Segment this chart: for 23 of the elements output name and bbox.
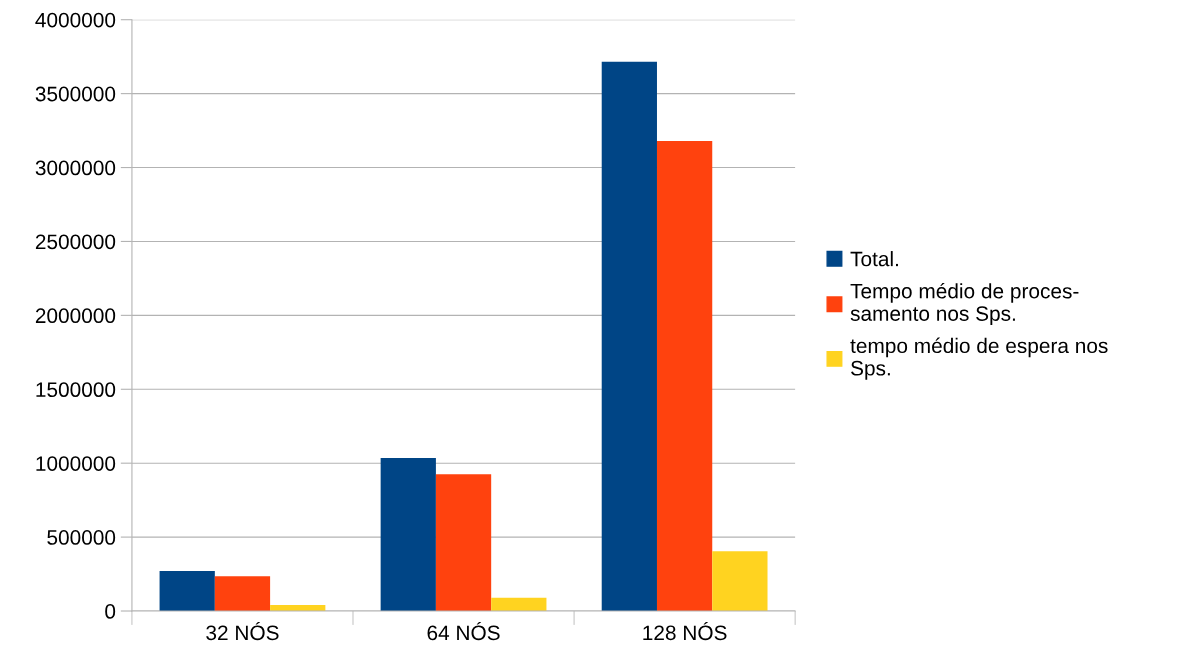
legend-label: Total. — [850, 251, 898, 267]
bar — [491, 597, 547, 612]
bar — [656, 140, 713, 612]
bar — [159, 571, 215, 612]
bar — [214, 576, 271, 612]
x-tick-label: 32 NÓS — [206, 621, 279, 641]
y-tick-label: 4000000 — [35, 12, 116, 28]
y-tick-label: 500000 — [47, 530, 116, 545]
bar — [380, 458, 436, 612]
legend-label: Tempo médio de proces- samento nos Sps. — [850, 282, 1079, 326]
bar — [601, 61, 657, 612]
y-tick-label: 3000000 — [35, 160, 116, 176]
y-tick-label: 2500000 — [35, 234, 116, 250]
y-tick-label: 0 — [105, 604, 116, 619]
y-tick-label: 1000000 — [36, 456, 116, 471]
y-tick-label: 3500000 — [35, 86, 116, 102]
bar — [435, 474, 492, 612]
y-tick-label: 1500000 — [36, 382, 116, 398]
x-tick-label: 64 NÓS — [427, 621, 500, 641]
bar — [712, 551, 768, 612]
y-tick-label: 2000000 — [35, 308, 116, 324]
legend-label: tempo médio de espera nos Sps. — [850, 337, 1108, 380]
x-tick-label: 128 NÓS — [643, 621, 727, 641]
